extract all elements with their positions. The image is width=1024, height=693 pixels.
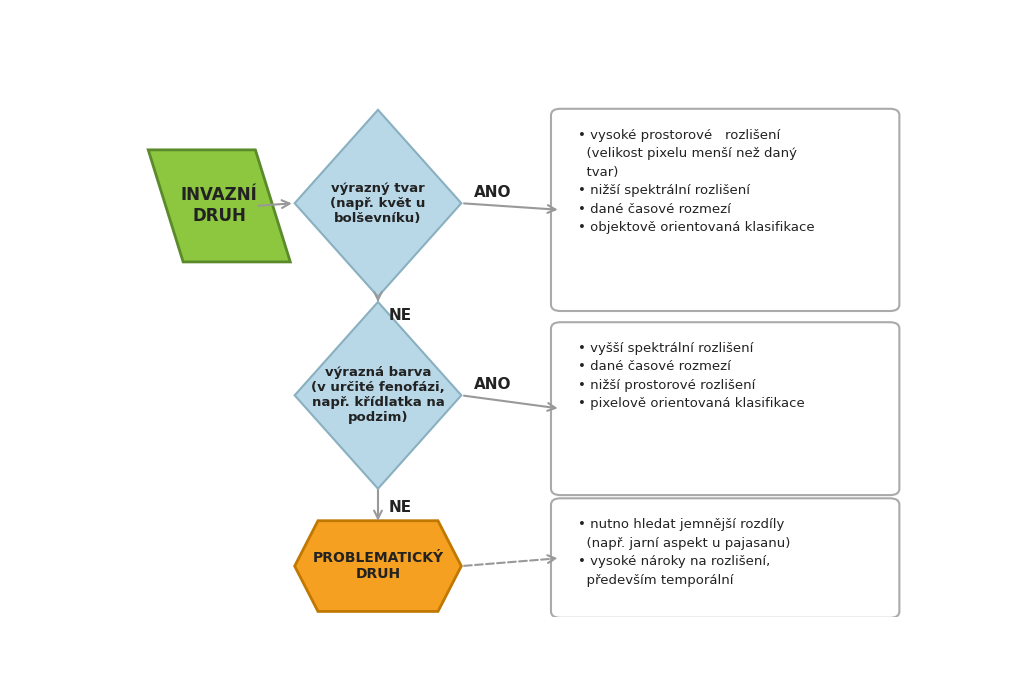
Polygon shape [295, 302, 461, 489]
Polygon shape [295, 109, 461, 297]
Text: PROBLEMATICKÝ
DRUH: PROBLEMATICKÝ DRUH [312, 551, 443, 581]
Text: výrazný tvar
(např. květ u
bolševníku): výrazný tvar (např. květ u bolševníku) [331, 182, 426, 225]
Text: • vysoké prostorové   rozlišení
  (velikost pixelu menší než daný
  tvar)
• nižš: • vysoké prostorové rozlišení (velikost … [578, 128, 815, 234]
Polygon shape [295, 520, 461, 611]
Text: NE: NE [388, 308, 412, 323]
Polygon shape [148, 150, 290, 262]
Text: NE: NE [388, 500, 412, 515]
Text: • vyšší spektrální rozlišení
• dané časové rozmezí
• nižší prostorové rozlišení
: • vyšší spektrální rozlišení • dané časo… [578, 342, 805, 410]
Text: INVAZNÍ
DRUH: INVAZNÍ DRUH [181, 186, 258, 225]
FancyBboxPatch shape [551, 498, 899, 618]
FancyBboxPatch shape [551, 109, 899, 311]
Text: • nutno hledat jemnější rozdíly
  (např. jarní aspekt u pajasanu)
• vysoké nárok: • nutno hledat jemnější rozdíly (např. j… [578, 518, 791, 586]
Text: ANO: ANO [474, 377, 512, 392]
Text: výrazná barva
(v určité fenofázi,
např. křídlatka na
podzim): výrazná barva (v určité fenofázi, např. … [311, 367, 444, 424]
FancyBboxPatch shape [551, 322, 899, 495]
Text: ANO: ANO [474, 185, 512, 200]
